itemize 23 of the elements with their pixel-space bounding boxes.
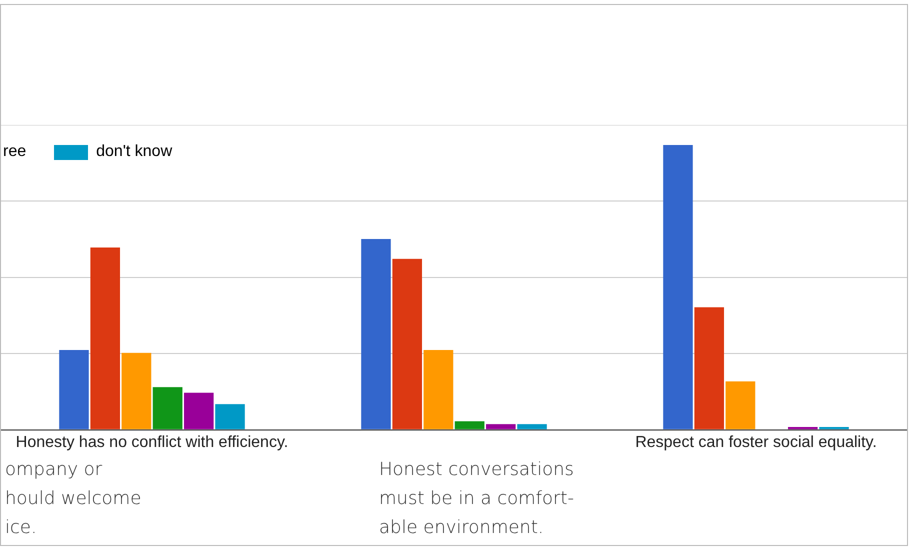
bar [694,307,724,430]
x-tick-label: Respect can foster social equality. [635,434,877,451]
bar [454,421,484,430]
text: ompany or hould welcome ice. [5,458,142,540]
annotation: ree [3,143,26,161]
text: Honest conversations must be in a comfort- able environment. [379,458,574,540]
bar [788,426,818,430]
bar [392,258,422,430]
bar [90,247,120,430]
bar [152,387,182,430]
bar [663,144,693,430]
bar [486,424,516,430]
bar [424,350,454,430]
bar [517,424,547,430]
bar [122,352,152,430]
bar [59,350,89,430]
bar [726,381,756,430]
legend-label: don't know [96,143,172,161]
x-tick-label: Honesty has no conflict with efficiency. [16,434,288,451]
bar [819,426,849,430]
bar [215,404,245,430]
bar [184,392,214,430]
bar [361,238,391,430]
